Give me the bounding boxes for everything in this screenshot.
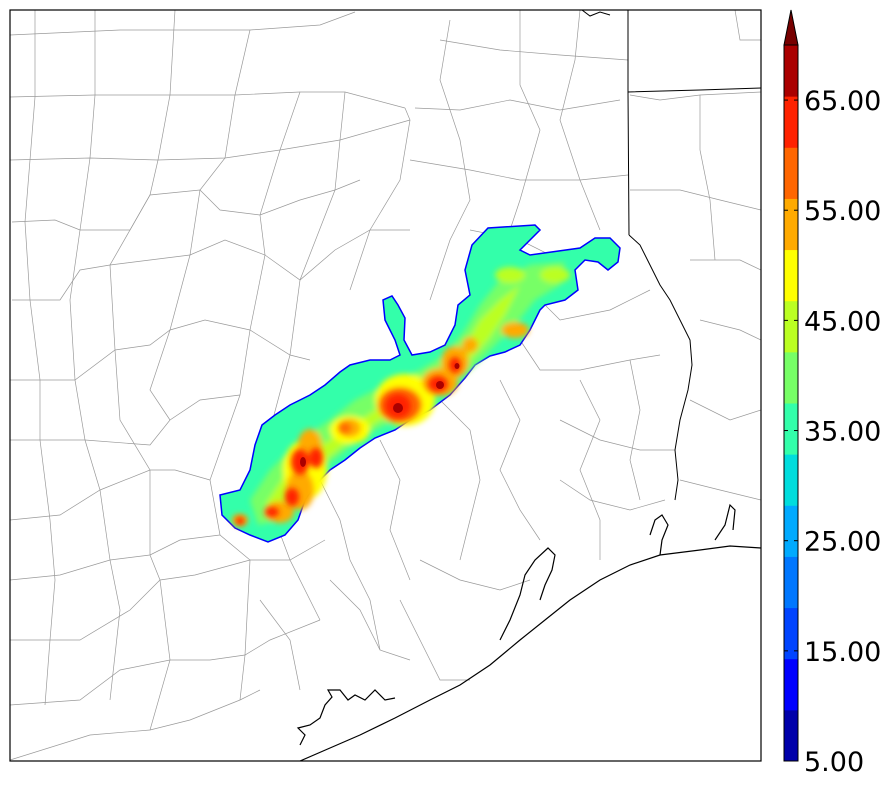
reflectivity-field	[219, 224, 621, 543]
colorbar-band	[784, 709, 798, 762]
gulf-coastline	[296, 503, 761, 761]
colorbar: 5.00 15.00 25.00 35.00 45.00 55.00 65.00	[783, 9, 881, 778]
colorbar-tick-label: 5.00	[804, 747, 864, 778]
map-frame	[9, 9, 762, 762]
state-boundaries	[581, 10, 761, 501]
colorbar-band	[784, 351, 798, 404]
colorbar-band	[784, 147, 798, 199]
colorbar-band	[784, 607, 798, 660]
colorbar-band	[784, 249, 798, 302]
colorbar-band	[784, 45, 798, 97]
colorbar-tick-label: 25.00	[804, 527, 881, 558]
county-boundaries	[10, 10, 761, 761]
colorbar-tick-label: 55.00	[804, 196, 881, 227]
colorbar-band	[784, 658, 798, 711]
colorbar-band	[784, 403, 798, 455]
colorbar-band	[784, 198, 798, 251]
colorbar-tick-label: 65.00	[804, 86, 881, 117]
colorbar-band	[784, 454, 798, 506]
colorbar-tick-label: 35.00	[804, 417, 881, 448]
colorbar-band	[784, 505, 798, 557]
colorbar-extend-arrow	[783, 9, 799, 46]
colorbar-band	[784, 96, 798, 148]
colorbar-band	[784, 300, 798, 353]
colorbar-tick-label: 45.00	[804, 306, 881, 337]
colorbar-band	[784, 556, 798, 609]
colorbar-frame	[783, 44, 799, 762]
colorbar-tick-label: 15.00	[804, 637, 881, 668]
